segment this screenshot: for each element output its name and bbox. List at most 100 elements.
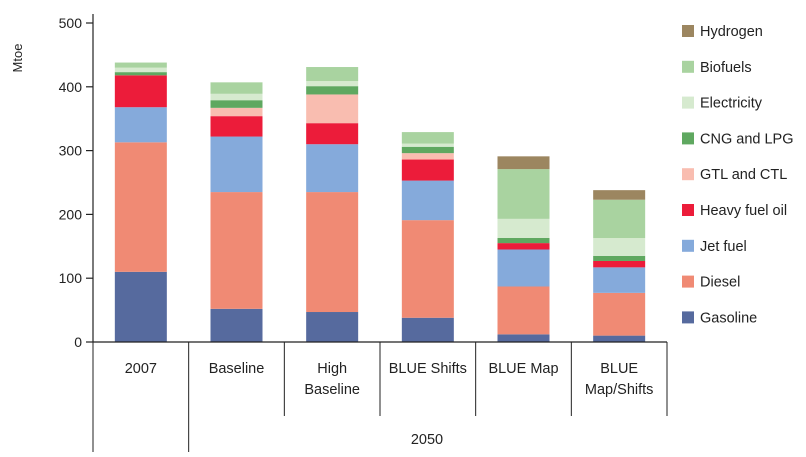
- y-tick-label-400: 400: [59, 79, 83, 95]
- bar-biofuels-blue-shifts: [401, 132, 454, 144]
- legend-swatch-diesel: [682, 275, 694, 288]
- bar-cng-and-lpg-blue-map-shifts: [593, 255, 646, 261]
- bar-heavy-fuel-oil-2007: [114, 75, 167, 108]
- legend-label-electricity: Electricity: [700, 96, 763, 112]
- bar-cng-and-lpg-baseline: [210, 100, 263, 108]
- y-tick-label-100: 100: [59, 270, 83, 286]
- bar-diesel-2007: [114, 142, 167, 272]
- bar-gasoline-blue-map-shifts: [593, 335, 646, 342]
- bar-hydrogen-blue-map: [497, 156, 550, 170]
- bar-jet-fuel-blue-shifts: [401, 180, 454, 221]
- bar-biofuels-high-baseline: [306, 67, 359, 82]
- bar-jet-fuel-blue-map-shifts: [593, 267, 646, 293]
- bar-jet-fuel-blue-map: [497, 249, 550, 287]
- bar-heavy-fuel-oil-blue-shifts: [401, 159, 454, 181]
- legend-swatch-hydrogen: [682, 25, 694, 37]
- legend-swatch-biofuels: [682, 60, 694, 73]
- bar-cng-and-lpg-2007: [114, 72, 167, 76]
- group-label-2050: 2050: [411, 432, 443, 448]
- legend-swatch-gtl-and-ctl: [682, 168, 694, 181]
- category-label-blue-map-shifts: BLUE Map/Shifts: [585, 361, 654, 398]
- legend-item-gtl-and-ctl: GTL and CTL: [682, 167, 787, 183]
- category-label-baseline: Baseline: [209, 361, 265, 377]
- bar-gasoline-high-baseline: [306, 312, 359, 342]
- legend-swatch-cng-and-lpg: [682, 132, 694, 145]
- legend-label-jet-fuel: Jet fuel: [700, 239, 747, 255]
- bar-diesel-blue-map: [497, 286, 550, 335]
- legend-label-gasoline: Gasoline: [700, 310, 757, 326]
- y-axis-label: Mtoe: [10, 44, 25, 73]
- bar-gtl-and-ctl-baseline: [210, 107, 263, 117]
- legend-label-gtl-and-ctl: GTL and CTL: [700, 167, 787, 183]
- category-label-line: BLUE Shifts: [389, 361, 467, 377]
- legend-item-hydrogen: Hydrogen: [682, 24, 763, 40]
- bar-heavy-fuel-oil-blue-map-shifts: [593, 260, 646, 268]
- category-label-line: High: [317, 361, 347, 377]
- bar-gasoline-baseline: [210, 308, 263, 342]
- bar-gtl-and-ctl-high-baseline: [306, 94, 359, 124]
- legend-swatch-electricity: [682, 96, 694, 109]
- category-label-line: BLUE: [600, 361, 638, 377]
- legend-item-diesel: Diesel: [682, 275, 740, 291]
- bar-diesel-baseline: [210, 192, 263, 309]
- legend-label-cng-and-lpg: CNG and LPG: [700, 131, 794, 147]
- y-tick-label-500: 500: [59, 15, 83, 31]
- y-axis-ticks: 0 100 200 300 400 500: [59, 15, 93, 350]
- legend: Hydrogen Biofuels Electricity CNG and LPG GT…: [682, 24, 794, 326]
- bar-gasoline-blue-map: [497, 334, 550, 342]
- bar-stack-2007: [114, 62, 167, 342]
- bar-cng-and-lpg-blue-shifts: [401, 146, 454, 154]
- bar-diesel-high-baseline: [306, 192, 359, 313]
- axes: [92, 14, 667, 343]
- bar-stack-high-baseline: [306, 67, 359, 342]
- y-tick-label-200: 200: [59, 206, 83, 222]
- legend-item-electricity: Electricity: [682, 96, 763, 112]
- bar-jet-fuel-2007: [114, 107, 167, 143]
- bar-jet-fuel-high-baseline: [306, 144, 359, 193]
- legend-label-biofuels: Biofuels: [700, 60, 752, 76]
- category-label-line: 2007: [125, 361, 157, 377]
- bar-stack-blue-map: [497, 156, 550, 342]
- bar-hydrogen-blue-map-shifts: [593, 190, 646, 200]
- category-label-2007: 2007: [125, 361, 157, 377]
- category-label-line: Baseline: [304, 382, 360, 398]
- bar-stack-baseline: [210, 82, 263, 342]
- y-tick-label-0: 0: [74, 334, 82, 350]
- legend-label-hydrogen: Hydrogen: [700, 24, 763, 40]
- category-labels: 2007 Baseline High Baseline BLUE Shifts BLUE …: [92, 342, 668, 452]
- bar-electricity-blue-map: [497, 218, 550, 239]
- bar-diesel-blue-map-shifts: [593, 292, 646, 336]
- category-label-high-baseline: High Baseline: [304, 361, 360, 398]
- category-label-line: Baseline: [209, 361, 265, 377]
- bar-jet-fuel-baseline: [210, 136, 263, 193]
- bar-stack-blue-shifts: [401, 132, 454, 342]
- bar-heavy-fuel-oil-high-baseline: [306, 123, 359, 145]
- category-label-line: Map/Shifts: [585, 382, 654, 398]
- bar-electricity-2007: [114, 67, 167, 73]
- bar-electricity-baseline: [210, 93, 263, 101]
- category-label-blue-shifts: BLUE Shifts: [389, 361, 467, 377]
- bar-electricity-blue-shifts: [401, 143, 454, 147]
- bar-biofuels-baseline: [210, 82, 263, 94]
- bar-heavy-fuel-oil-baseline: [210, 116, 263, 137]
- bar-biofuels-blue-map-shifts: [593, 199, 646, 239]
- category-label-blue-map: BLUE Map: [488, 361, 558, 377]
- legend-swatch-gasoline: [682, 311, 694, 324]
- bar-gasoline-blue-shifts: [401, 317, 454, 342]
- legend-label-heavy-fuel-oil: Heavy fuel oil: [700, 203, 787, 219]
- bar-electricity-blue-map-shifts: [593, 238, 646, 256]
- bar-biofuels-blue-map: [497, 169, 550, 219]
- bar-gtl-and-ctl-blue-shifts: [401, 153, 454, 160]
- bar-cng-and-lpg-blue-map: [497, 238, 550, 244]
- y-tick-label-300: 300: [59, 143, 83, 159]
- bar-gasoline-2007: [114, 271, 167, 342]
- bar-cng-and-lpg-high-baseline: [306, 86, 359, 95]
- bar-electricity-high-baseline: [306, 81, 359, 87]
- bars: [114, 62, 646, 342]
- legend-item-biofuels: Biofuels: [682, 60, 752, 76]
- bar-diesel-blue-shifts: [401, 220, 454, 318]
- legend-item-jet-fuel: Jet fuel: [682, 239, 747, 255]
- legend-swatch-heavy-fuel-oil: [682, 204, 694, 216]
- legend-swatch-jet-fuel: [682, 239, 694, 252]
